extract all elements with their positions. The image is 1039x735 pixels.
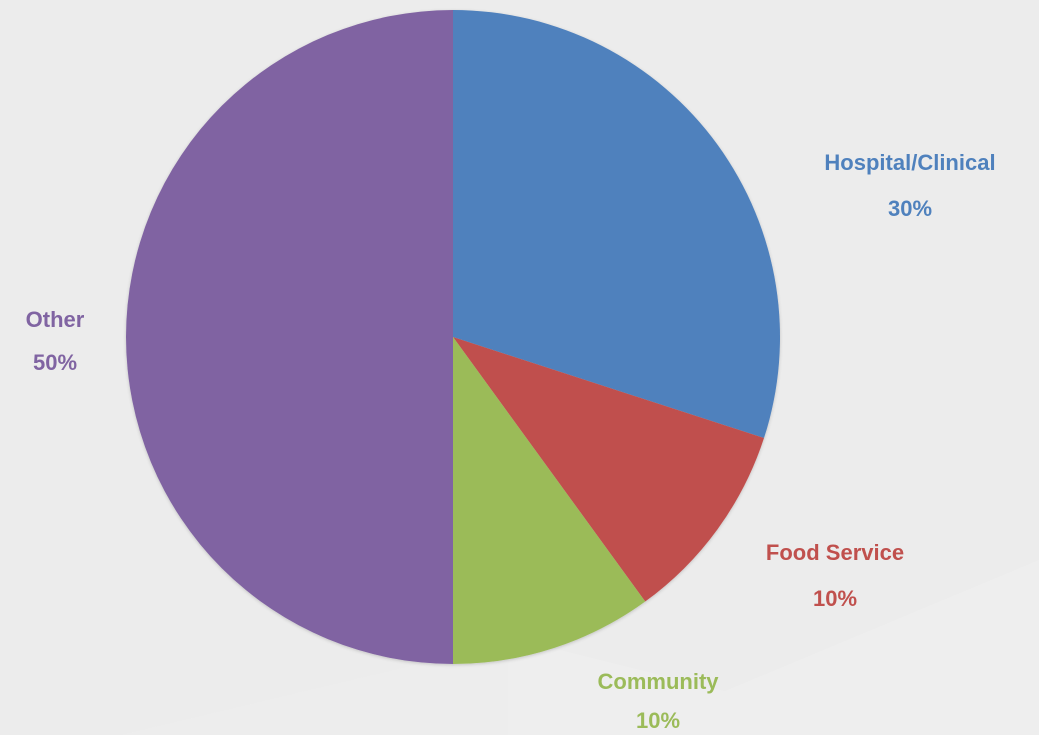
pie-slice-other [126, 10, 453, 664]
pie-slice-community [453, 337, 646, 664]
background-decoration [120, 560, 1039, 735]
pie-slice-food-service [453, 337, 764, 602]
pie-slices [126, 10, 781, 664]
slice-label-other: Other [26, 307, 85, 332]
slice-label-community: Community [598, 669, 720, 694]
slice-percent-food-service: 10% [813, 586, 857, 611]
slice-percent-hospital-clinical: 30% [888, 196, 932, 221]
pie-slice-hospital-clinical [453, 10, 781, 439]
slice-label-hospital-clinical: Hospital/Clinical [824, 150, 995, 175]
pie-labels: Hospital/Clinical 30% Food Service 10% Commu… [26, 150, 996, 733]
slice-percent-community: 10% [636, 708, 680, 733]
slice-percent-other: 50% [33, 350, 77, 375]
slice-label-food-service: Food Service [766, 540, 904, 565]
